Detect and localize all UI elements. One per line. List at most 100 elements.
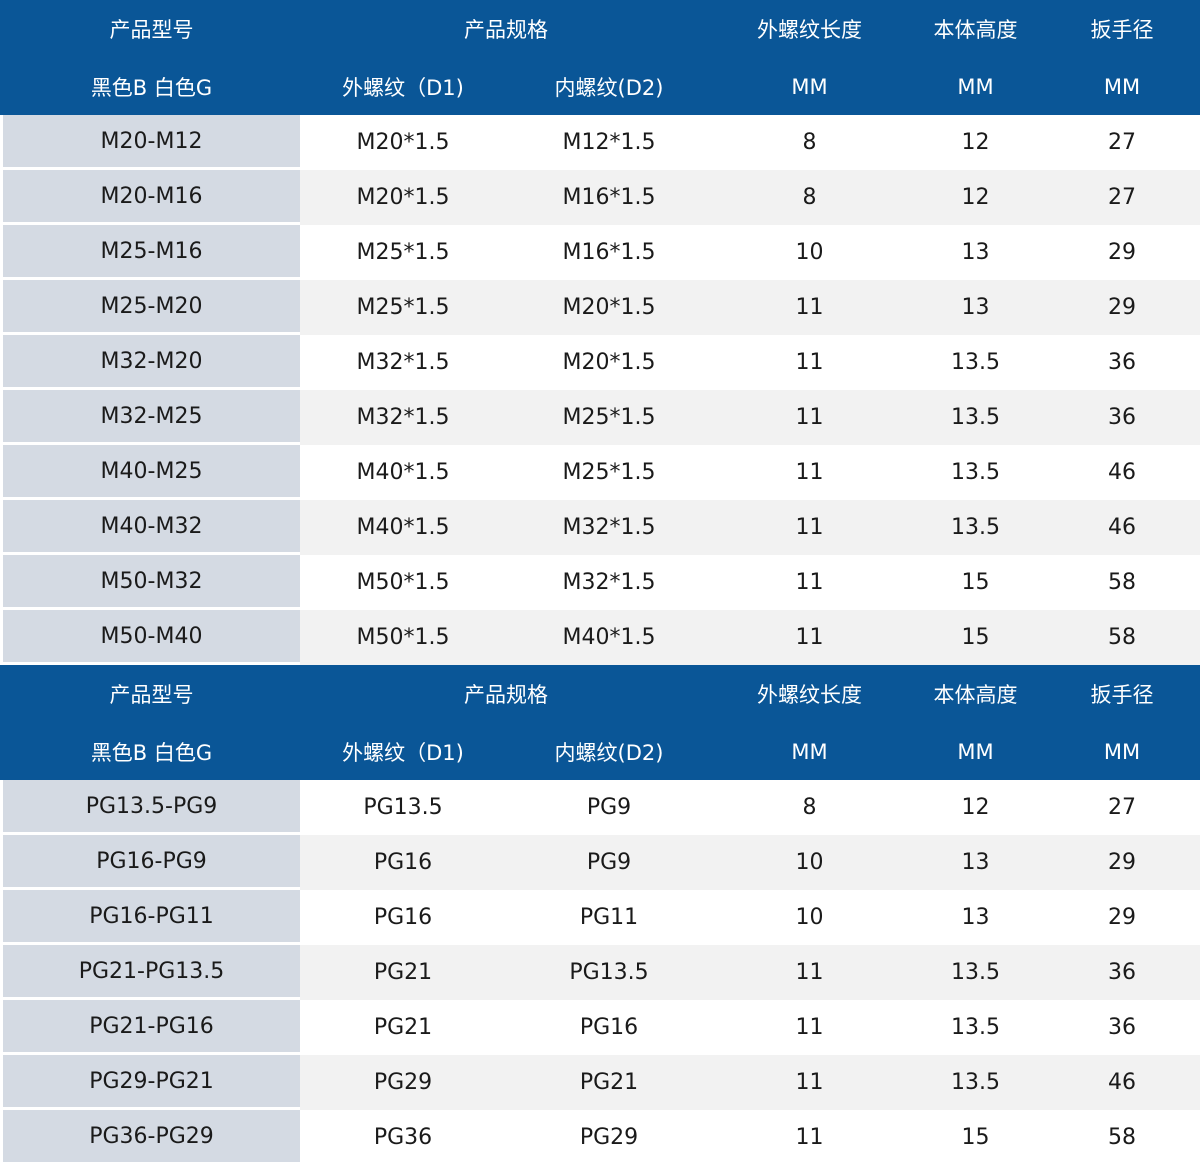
- cell-inner-thread: M20*1.5: [562, 350, 656, 375]
- cell-body-height: 13.5: [951, 1015, 1000, 1040]
- cell-wrench: 46: [1108, 515, 1136, 540]
- row-values: PG21 PG13.5 11 13.5 36: [300, 945, 1200, 1000]
- header-wrench: 扳手径: [1090, 683, 1154, 707]
- cell-wrench: 27: [1108, 185, 1136, 210]
- cell-model: PG21-PG16: [3, 1000, 300, 1055]
- header-spec: 产品规格: [464, 683, 548, 707]
- cell-model: M25-M16: [3, 225, 300, 280]
- cell-model: M20-M12: [3, 115, 300, 170]
- row-values: PG13.5 PG9 8 12 27: [300, 780, 1200, 835]
- header-unit-body-height: MM: [957, 74, 994, 99]
- table-row: PG21-PG16 PG21 PG16 11 13.5 36: [0, 1000, 1200, 1055]
- table-row: M25-M16 M25*1.5 M16*1.5 10 13 29: [0, 225, 1200, 280]
- cell-model: PG13.5-PG9: [3, 780, 300, 835]
- cell-inner-thread: PG16: [579, 1015, 639, 1040]
- cell-wrench: 36: [1108, 1015, 1136, 1040]
- cell-thread-length: 11: [795, 570, 824, 595]
- cell-model: PG36-PG29: [3, 1110, 300, 1165]
- header-model: 产品型号: [109, 683, 194, 707]
- cell-outer-thread: M40*1.5: [356, 515, 450, 540]
- header-outer-thread: 外螺纹（D1): [342, 75, 464, 100]
- header-color-note: 黑色B 白色G: [90, 75, 213, 100]
- cell-inner-thread: M40*1.5: [562, 625, 656, 650]
- table-row: M20-M16 M20*1.5 M16*1.5 8 12 27: [0, 170, 1200, 225]
- header-wrench: 扳手径: [1090, 18, 1154, 42]
- row-values: PG16 PG9 10 13 29: [300, 835, 1200, 890]
- header-row-subtitles: 黑色B 白色G 外螺纹（D1) 内螺纹(D2) MM MM MM: [0, 723, 1200, 780]
- cell-body-height: 13.5: [951, 960, 1000, 985]
- cell-wrench: 58: [1108, 1125, 1136, 1150]
- table-row: PG16-PG9 PG16 PG9 10 13 29: [0, 835, 1200, 890]
- header-row-subtitles: 黑色B 白色G 外螺纹（D1) 内螺纹(D2) MM MM MM: [0, 58, 1200, 115]
- cell-model: M50-M32: [3, 555, 300, 610]
- cell-outer-thread: M40*1.5: [356, 460, 450, 485]
- cell-body-height: 12: [961, 130, 990, 155]
- cell-thread-length: 11: [795, 1125, 824, 1150]
- cell-outer-thread: PG16: [373, 905, 433, 930]
- row-values: M50*1.5 M32*1.5 11 15 58: [300, 555, 1200, 610]
- cell-body-height: 12: [961, 185, 990, 210]
- cell-inner-thread: PG29: [579, 1125, 639, 1150]
- cell-model: M32-M20: [3, 335, 300, 390]
- cell-outer-thread: M50*1.5: [356, 625, 450, 650]
- cell-thread-length: 8: [802, 795, 817, 820]
- cell-thread-length: 11: [795, 295, 824, 320]
- header-unit-body-height: MM: [957, 739, 994, 764]
- table-body-metric: M20-M12 M20*1.5 M12*1.5 8 12 27 M20-M16 M20*1.5…: [0, 115, 1200, 665]
- table-row: PG29-PG21 PG29 PG21 11 13.5 46: [0, 1055, 1200, 1110]
- cell-body-height: 13: [961, 905, 990, 930]
- cell-inner-thread: PG21: [579, 1070, 639, 1095]
- cell-model: M40-M32: [3, 500, 300, 555]
- cell-wrench: 29: [1108, 905, 1136, 930]
- header-unit-thread-length: MM: [791, 739, 828, 764]
- cell-inner-thread: M20*1.5: [562, 295, 656, 320]
- cell-outer-thread: M20*1.5: [356, 185, 450, 210]
- cell-inner-thread: M32*1.5: [562, 515, 656, 540]
- cell-wrench: 46: [1108, 1070, 1136, 1095]
- cell-outer-thread: PG21: [373, 1015, 433, 1040]
- cell-body-height: 13: [961, 850, 990, 875]
- row-values: M32*1.5 M20*1.5 11 13.5 36: [300, 335, 1200, 390]
- header-thread-length: 外螺纹长度: [757, 683, 862, 707]
- row-values: PG29 PG21 11 13.5 46: [300, 1055, 1200, 1110]
- cell-body-height: 13.5: [951, 1070, 1000, 1095]
- cell-wrench: 29: [1108, 295, 1136, 320]
- cell-wrench: 27: [1108, 795, 1136, 820]
- cell-outer-thread: M25*1.5: [356, 240, 450, 265]
- cell-thread-length: 10: [795, 905, 824, 930]
- cell-model: M40-M25: [3, 445, 300, 500]
- cell-inner-thread: M16*1.5: [562, 185, 656, 210]
- cell-body-height: 15: [961, 1125, 990, 1150]
- cell-model: PG16-PG11: [3, 890, 300, 945]
- cell-body-height: 13: [961, 240, 990, 265]
- row-values: M32*1.5 M25*1.5 11 13.5 36: [300, 390, 1200, 445]
- cell-model: M50-M40: [3, 610, 300, 665]
- cell-inner-thread: M25*1.5: [562, 405, 656, 430]
- cell-wrench: 36: [1108, 405, 1136, 430]
- cell-body-height: 12: [961, 795, 990, 820]
- cell-outer-thread: PG16: [373, 850, 433, 875]
- cell-wrench: 58: [1108, 625, 1136, 650]
- header-inner-thread: 内螺纹(D2): [554, 740, 664, 765]
- table-header-metric: 产品型号 产品规格 外螺纹长度 本体高度 扳手径 黑色B 白色G 外螺纹（D1)…: [0, 0, 1200, 115]
- cell-model: M32-M25: [3, 390, 300, 445]
- cell-thread-length: 8: [802, 130, 817, 155]
- cell-outer-thread: M50*1.5: [356, 570, 450, 595]
- cell-body-height: 15: [961, 625, 990, 650]
- cell-model: M25-M20: [3, 280, 300, 335]
- cell-thread-length: 11: [795, 515, 824, 540]
- row-values: M25*1.5 M20*1.5 11 13 29: [300, 280, 1200, 335]
- cell-outer-thread: PG29: [373, 1070, 433, 1095]
- cell-thread-length: 11: [795, 960, 824, 985]
- cell-inner-thread: M32*1.5: [562, 570, 656, 595]
- table-row: M40-M32 M40*1.5 M32*1.5 11 13.5 46: [0, 500, 1200, 555]
- row-values: M40*1.5 M32*1.5 11 13.5 46: [300, 500, 1200, 555]
- cell-inner-thread: PG11: [579, 905, 639, 930]
- table-row: M50-M32 M50*1.5 M32*1.5 11 15 58: [0, 555, 1200, 610]
- header-unit-thread-length: MM: [791, 74, 828, 99]
- row-values: M20*1.5 M12*1.5 8 12 27: [300, 115, 1200, 170]
- cell-inner-thread: PG9: [586, 850, 632, 875]
- header-thread-length: 外螺纹长度: [757, 18, 862, 42]
- cell-body-height: 15: [961, 570, 990, 595]
- table-row: PG16-PG11 PG16 PG11 10 13 29: [0, 890, 1200, 945]
